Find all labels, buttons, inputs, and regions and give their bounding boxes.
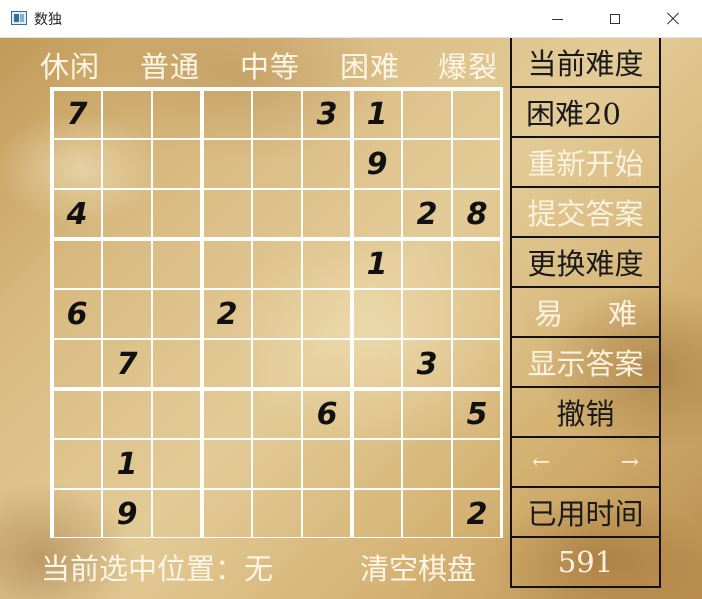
current-level-badge: 困难20	[510, 88, 661, 138]
sudoku-cell-given[interactable]: 2	[466, 496, 488, 532]
difficulty-casual[interactable]: 休闲	[40, 50, 101, 84]
clear-board-button[interactable]: 清空棋盘	[360, 552, 477, 586]
side-panel: 当前难度 困难20 重新开始 提交答案 更换难度 易 难 显示答案 撤销 ← →…	[510, 38, 661, 588]
close-icon	[666, 12, 680, 26]
sudoku-cell-given[interactable]: 1	[366, 246, 388, 282]
close-button[interactable]	[644, 0, 702, 38]
app-window-icon	[11, 11, 27, 25]
minimize-button[interactable]	[528, 0, 586, 38]
change-difficulty-button[interactable]: 更换难度	[510, 238, 661, 288]
sudoku-cell-given[interactable]: 6	[316, 396, 338, 432]
sudoku-cell-given[interactable]: 7	[116, 346, 138, 382]
maximize-icon	[610, 14, 620, 24]
minimize-icon	[551, 18, 563, 20]
sudoku-cell-given[interactable]: 3	[416, 346, 438, 382]
sudoku-cell-given[interactable]: 6	[66, 296, 88, 332]
sudoku-cell-given[interactable]: 9	[116, 496, 138, 532]
sudoku-cell-given[interactable]: 5	[466, 396, 488, 432]
easy-hard-row: 易 难	[510, 288, 661, 338]
selected-position-status: 当前选中位置：无	[41, 552, 274, 586]
title-bar: 数独	[0, 0, 702, 38]
show-answer-button[interactable]: 显示答案	[510, 338, 661, 388]
window-title: 数独	[34, 12, 62, 28]
sudoku-cell-given[interactable]: 9	[366, 146, 388, 182]
difficulty-medium[interactable]: 中等	[240, 50, 301, 84]
right-arrow-icon[interactable]: →	[620, 449, 639, 475]
current-difficulty-header: 当前难度	[510, 38, 661, 88]
sudoku-cell-given[interactable]: 2	[416, 196, 438, 232]
elapsed-time-label: 已用时间	[510, 488, 661, 538]
sudoku-cell-given[interactable]: 1	[366, 96, 388, 132]
left-arrow-icon[interactable]: ←	[532, 449, 551, 475]
sudoku-cell-given[interactable]: 1	[116, 446, 138, 482]
harder-button[interactable]: 难	[607, 297, 637, 331]
sudoku-cell-given[interactable]: 8	[466, 196, 488, 232]
undo-button[interactable]: 撤销	[510, 388, 661, 438]
sudoku-cell-given[interactable]: 3	[316, 96, 338, 132]
restart-button[interactable]: 重新开始	[510, 138, 661, 188]
sudoku-cell-given[interactable]: 7	[66, 96, 88, 132]
sudoku-grid	[50, 87, 503, 538]
difficulty-extreme[interactable]: 爆裂	[438, 50, 499, 84]
difficulty-normal[interactable]: 普通	[140, 50, 201, 84]
submit-answer-button[interactable]: 提交答案	[510, 188, 661, 238]
difficulty-hard[interactable]: 困难	[340, 50, 401, 84]
easier-button[interactable]: 易	[534, 297, 564, 331]
sudoku-cell-given[interactable]: 4	[66, 196, 88, 232]
elapsed-time-value: 591	[510, 538, 661, 588]
maximize-button[interactable]	[586, 0, 644, 38]
arrow-row: ← →	[510, 438, 661, 488]
sudoku-cell-given[interactable]: 2	[216, 296, 238, 332]
